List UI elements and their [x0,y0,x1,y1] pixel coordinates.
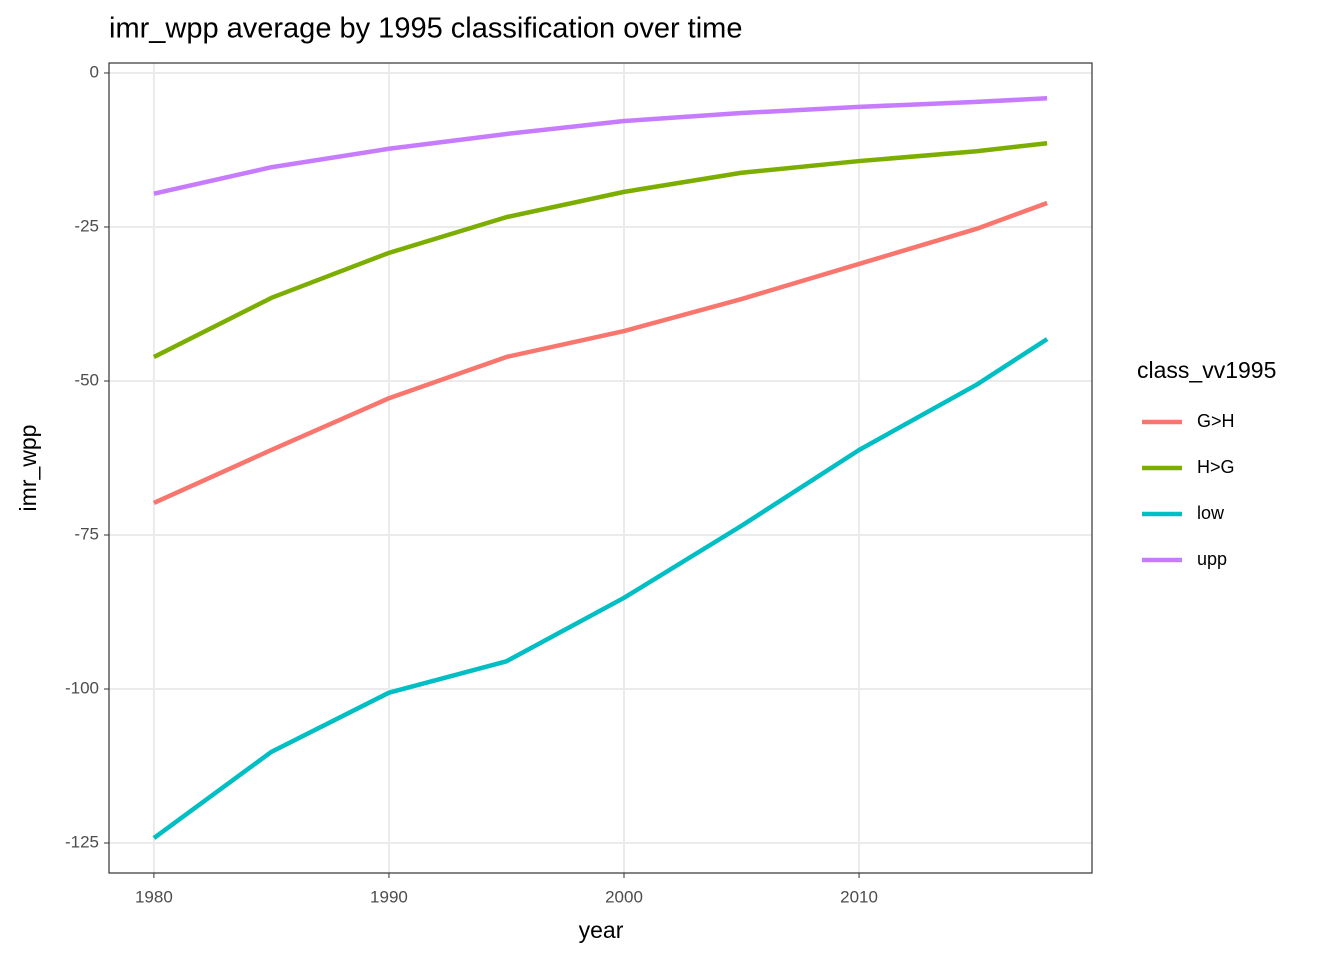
x-tick-label: 1980 [135,887,173,906]
y-tick-label: -125 [65,832,99,851]
y-axis-title: imr_wpp [15,425,41,512]
x-axis-title: year [579,917,624,943]
legend-label: H>G [1197,457,1235,477]
y-tick-label: 0 [90,62,99,81]
legend-label: low [1197,503,1225,523]
y-tick-label: -75 [74,524,99,543]
y-tick-label: -25 [74,216,99,235]
x-tick-label: 2000 [605,887,643,906]
series-line [153,95,1048,196]
series-line [152,140,1048,359]
series-line [152,200,1048,506]
y-tick-label: -100 [65,678,99,697]
panel-border [108,62,1093,874]
x-tick-label: 2010 [840,887,878,906]
legend-title: class_vv1995 [1137,357,1276,383]
legend-label: upp [1197,549,1227,569]
series-line [152,337,1049,840]
x-tick-label: 1990 [370,887,408,906]
y-tick-label: -50 [74,370,99,389]
chart-title: imr_wpp average by 1995 classification o… [109,13,742,45]
legend-label: G>H [1197,411,1235,431]
